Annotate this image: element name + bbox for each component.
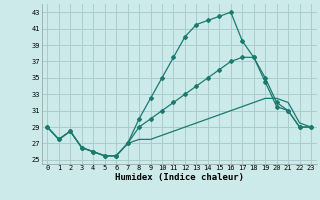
X-axis label: Humidex (Indice chaleur): Humidex (Indice chaleur) bbox=[115, 173, 244, 182]
